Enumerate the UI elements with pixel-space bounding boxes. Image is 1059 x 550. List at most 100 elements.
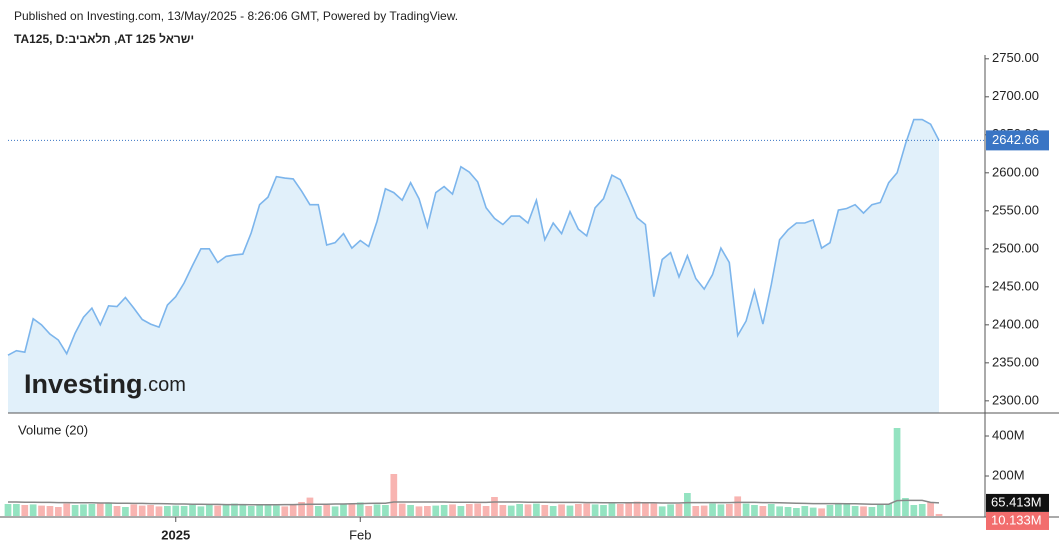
volume-bar — [650, 503, 658, 516]
volume-bar — [700, 505, 708, 516]
price-line — [7, 118, 940, 356]
volume-bar — [658, 506, 666, 516]
volume-bar — [96, 503, 104, 516]
volume-bar — [80, 504, 87, 516]
y-tick-label: 2600.00 — [992, 164, 1039, 179]
symbol-title: TA125, D:ביבאלת ,AT 125 לארשי — [14, 32, 194, 46]
volume-bar — [197, 506, 205, 516]
volume-bar — [742, 503, 750, 516]
volume-bar — [566, 505, 574, 516]
volume-bar — [256, 505, 263, 516]
volume-bar — [4, 504, 12, 516]
volume-bar — [130, 504, 138, 516]
volume-bar — [147, 505, 154, 516]
volume-bar — [851, 506, 859, 516]
volume-bar — [843, 504, 851, 516]
y-tick-label: 2400.00 — [992, 316, 1039, 331]
y-tick-label: 2750.00 — [992, 50, 1039, 65]
volume-bar — [583, 503, 591, 516]
volume-bar — [725, 504, 733, 516]
y-tick-label: 2550.00 — [992, 202, 1039, 217]
volume-bar — [717, 504, 725, 516]
volume-bar — [684, 493, 691, 516]
volume-bar — [860, 506, 867, 516]
volume-bar — [172, 505, 180, 516]
volume-bar — [38, 505, 45, 516]
y-tick-label: 2500.00 — [992, 240, 1039, 255]
volume-bar — [524, 504, 532, 516]
volume-bar — [533, 503, 540, 516]
volume-bar — [507, 505, 515, 516]
volume-bar — [348, 504, 356, 516]
volume-tick-label: 400M — [992, 427, 1025, 442]
volume-bar — [390, 474, 398, 516]
volume-bar — [902, 498, 909, 516]
volume-bar — [834, 503, 842, 516]
plots — [4, 118, 943, 516]
volume-bar — [600, 505, 607, 516]
volume-bar — [876, 504, 884, 516]
y-tick-label: 2700.00 — [992, 88, 1039, 103]
last-price-label: 2642.66 — [992, 132, 1039, 147]
volume-bar — [935, 513, 943, 516]
volume-bar — [457, 506, 465, 516]
volume-bar — [164, 506, 171, 516]
volume-bar — [46, 506, 54, 516]
volume-bar — [365, 506, 373, 516]
watermark: Investing.com — [24, 369, 186, 399]
volume-bar — [407, 505, 414, 516]
volume-bar — [432, 505, 440, 516]
volume-bar — [415, 506, 423, 516]
volume-bar — [692, 506, 700, 516]
volume-bar — [440, 505, 448, 516]
volume-bar — [449, 504, 456, 516]
volume-bar — [767, 504, 775, 516]
y-tick-label: 2350.00 — [992, 354, 1039, 369]
volume-bar — [633, 501, 641, 516]
volume-bar — [29, 504, 37, 516]
volume-bar — [667, 504, 674, 516]
x-tick-label: Feb — [349, 527, 371, 542]
volume-bar — [474, 503, 482, 516]
volume-bar — [868, 507, 876, 516]
volume-bar — [340, 503, 347, 516]
volume-bar — [214, 505, 222, 516]
volume-bar — [734, 496, 742, 516]
volume-bar — [382, 505, 389, 516]
volume-bar — [13, 504, 20, 516]
last-price-badge — [986, 130, 1049, 151]
volume-bar — [314, 506, 322, 516]
volume-bar — [918, 504, 926, 516]
volume-bar — [298, 502, 305, 516]
x-tick-label: 2025 — [161, 527, 190, 542]
watermark-suffix: .com — [143, 374, 186, 396]
volume-bar — [54, 507, 62, 516]
volume-bar — [331, 506, 339, 516]
volume-bar — [625, 502, 633, 516]
published-note: Published on Investing.com, 13/May/2025 … — [14, 9, 458, 23]
volume-bar — [516, 504, 523, 516]
volume-bar — [465, 504, 473, 516]
volume-bar — [289, 504, 297, 516]
volume-bar — [105, 502, 113, 516]
volume-bar — [709, 503, 716, 516]
watermark-brand: Investing — [24, 369, 143, 399]
volume-bar — [398, 503, 406, 516]
volume-bar — [138, 505, 146, 516]
volume-badge — [986, 511, 1049, 530]
volume-bar — [63, 503, 71, 516]
ma-badge — [986, 493, 1049, 512]
volume-bar — [616, 504, 624, 516]
y-tick-label: 2300.00 — [992, 392, 1039, 407]
volume-bar — [306, 497, 314, 516]
volume-bar — [113, 506, 121, 516]
volume-bar — [231, 503, 238, 516]
volume-bar — [751, 505, 758, 516]
volume-bar — [180, 506, 188, 516]
volume-bar — [574, 504, 582, 516]
ma-badge-label: 65.413M — [991, 494, 1042, 509]
volume-tick-label: 200M — [992, 467, 1025, 482]
volume-bar — [793, 508, 800, 516]
volume-bar — [608, 503, 616, 516]
volume-bar — [222, 505, 230, 516]
